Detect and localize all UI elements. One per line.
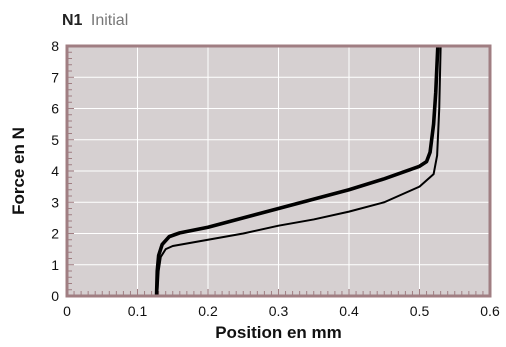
x-tick-label: 0 <box>63 303 71 319</box>
chart-title-light: Initial <box>91 12 128 29</box>
y-tick-labels: 0 1 2 3 4 5 6 7 8 <box>51 38 59 304</box>
x-tick-labels: 0 0.1 0.2 0.3 0.4 0.5 0.6 <box>63 303 500 319</box>
x-tick-label: 0.1 <box>128 303 148 319</box>
series-lines <box>154 45 442 297</box>
y-tick-label: 7 <box>51 69 59 85</box>
y-tick-label: 6 <box>51 101 59 117</box>
x-tick-label: 0.3 <box>269 303 289 319</box>
chart-title-bold: N1 <box>62 12 83 29</box>
y-tick-label: 2 <box>51 226 59 242</box>
x-axis-label: Position en mm <box>215 323 342 342</box>
y-tick-label: 0 <box>51 288 59 304</box>
grid-lines <box>67 46 490 296</box>
y-tick-label: 4 <box>51 163 59 179</box>
chart-title: N1 Initial <box>62 12 128 29</box>
x-tick-label: 0.2 <box>198 303 218 319</box>
y-tick-label: 1 <box>51 257 59 273</box>
y-tick-label: 5 <box>51 132 59 148</box>
minor-ticks <box>68 51 484 295</box>
x-tick-label: 0.6 <box>480 303 500 319</box>
plot-frame <box>65 44 492 298</box>
y-tick-label: 3 <box>51 194 59 210</box>
x-tick-label: 0.5 <box>410 303 430 319</box>
y-axis-label: Force en N <box>9 127 28 215</box>
series-line-2 <box>156 45 442 297</box>
series-line-1 <box>154 45 440 297</box>
y-tick-label: 8 <box>51 38 59 54</box>
x-tick-label: 0.4 <box>339 303 359 319</box>
